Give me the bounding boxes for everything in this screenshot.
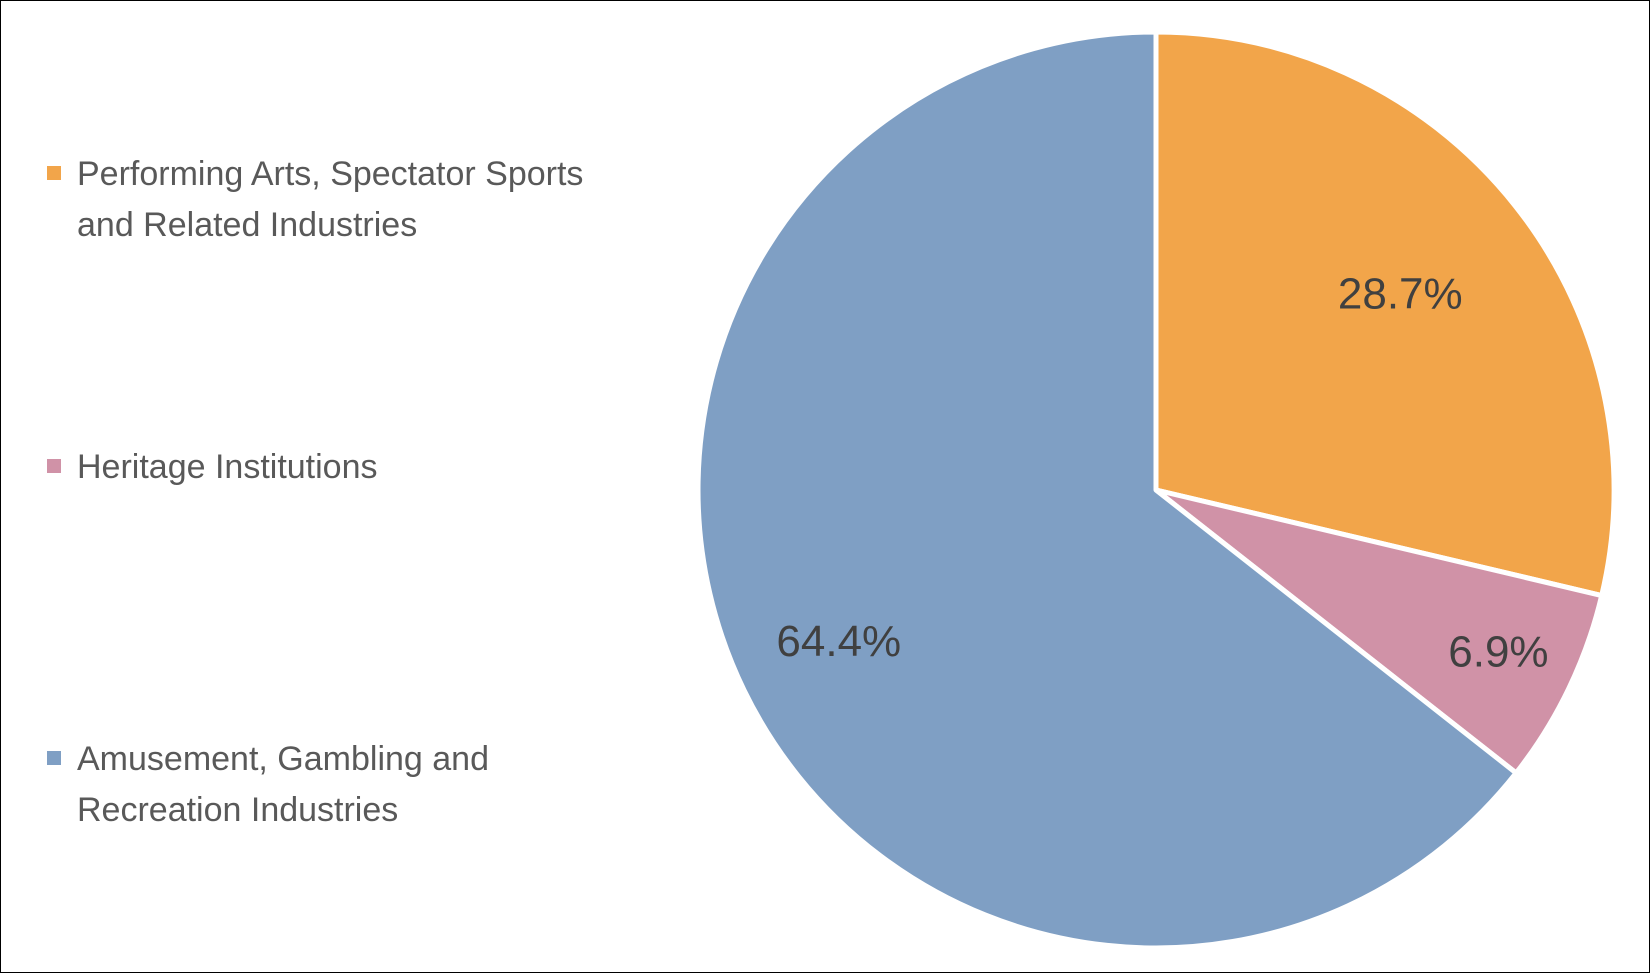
legend-item-amusement: Amusement, Gambling and Recreation Indus… xyxy=(47,734,647,836)
legend-swatch xyxy=(47,166,61,180)
data-label: 28.7% xyxy=(1338,269,1463,318)
data-label: 6.9% xyxy=(1448,628,1548,677)
legend-item-performing-arts: Performing Arts, Spectator Sports and Re… xyxy=(47,149,647,251)
legend-swatch xyxy=(47,751,61,765)
pie-slice xyxy=(695,29,1519,951)
legend-label: Amusement, Gambling and Recreation Indus… xyxy=(77,740,489,829)
legend: Performing Arts, Spectator Sports and Re… xyxy=(47,149,667,869)
legend-label: Heritage Institutions xyxy=(77,448,378,486)
pie-slice xyxy=(1153,29,1617,599)
legend-label: Performing Arts, Spectator Sports and Re… xyxy=(77,155,584,244)
legend-item-heritage: Heritage Institutions xyxy=(47,442,647,493)
legend-swatch xyxy=(47,459,61,473)
pie-slice xyxy=(1153,487,1605,776)
data-label: 64.4% xyxy=(776,617,901,666)
